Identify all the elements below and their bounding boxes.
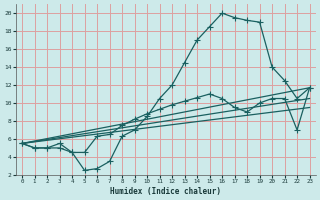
X-axis label: Humidex (Indice chaleur): Humidex (Indice chaleur) [110,187,221,196]
